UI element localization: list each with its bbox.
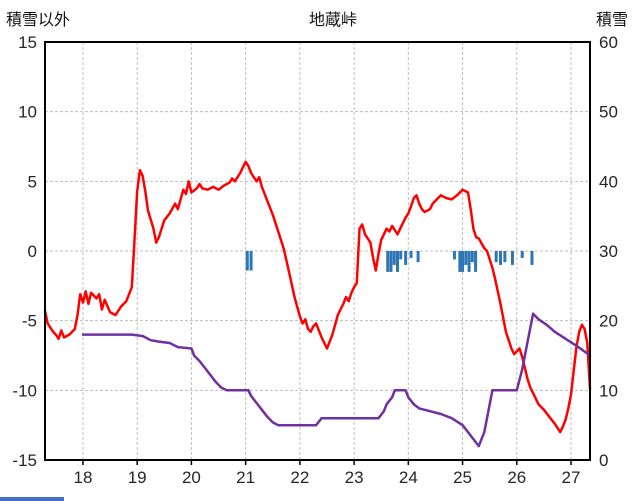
right-tick-label: 60 [599, 33, 618, 52]
x-tick-marks [82, 460, 572, 465]
left-tick-label: -10 [12, 381, 37, 400]
right-tick-label: 20 [599, 312, 618, 331]
series-temperature-line [43, 160, 592, 434]
left-tick-label: 0 [28, 242, 37, 261]
right-tick-label: 40 [599, 172, 618, 191]
plot-border [44, 41, 591, 461]
right-axis-title: 積雪 [595, 12, 628, 29]
x-tick-label: 26 [507, 468, 526, 487]
right-tick-label: 0 [599, 451, 608, 470]
x-tick-label: 19 [128, 468, 147, 487]
series-snow-depth-line [81, 312, 592, 448]
chart-header: 積雪以外 地蔵峠 積雪 [0, 4, 636, 30]
series-precipitation-bars [245, 251, 534, 272]
bottom-edge-marker [0, 497, 64, 501]
left-tick-label: -5 [22, 312, 37, 331]
left-tick-label: 15 [18, 33, 37, 52]
left-tick-label: -15 [12, 451, 37, 470]
gridlines [45, 41, 590, 461]
chart-title: 地蔵峠 [308, 12, 357, 29]
x-tick-label: 24 [399, 468, 418, 487]
x-tick-label: 23 [345, 468, 364, 487]
right-tick-label: 10 [599, 381, 618, 400]
x-tick-label: 20 [182, 468, 201, 487]
x-tick-label: 25 [453, 468, 472, 487]
left-axis-title: 積雪以外 [6, 12, 71, 29]
x-tick-label: 27 [562, 468, 581, 487]
right-tick-label: 30 [599, 242, 618, 261]
left-tick-label: 10 [18, 103, 37, 122]
left-tick-label: 5 [28, 172, 37, 191]
right-tick-label: 50 [599, 103, 618, 122]
x-tick-label: 21 [236, 468, 255, 487]
x-tick-label: 22 [290, 468, 309, 487]
x-tick-label: 18 [73, 468, 92, 487]
